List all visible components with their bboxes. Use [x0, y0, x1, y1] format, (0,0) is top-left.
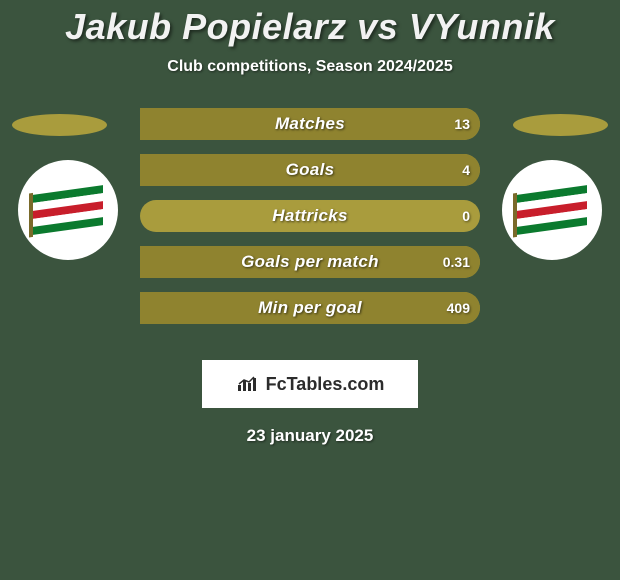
date-label: 23 january 2025: [0, 426, 620, 446]
stat-row: Min per goal409: [140, 292, 480, 324]
fctables-logo: FcTables.com: [202, 360, 418, 408]
stat-value-right: 0.31: [443, 246, 470, 278]
comparison-chart: Matches13 Goals4 Hattricks0 Goals per match…: [0, 108, 620, 348]
stat-value-right: 0: [462, 200, 470, 232]
stat-label: Matches: [140, 108, 480, 140]
bar-chart-icon: [236, 375, 258, 393]
stat-value-right: 4: [462, 154, 470, 186]
page-title: Jakub Popielarz vs VYunnik: [0, 0, 620, 48]
stat-value-right: 13: [454, 108, 470, 140]
club-flag-icon: [517, 185, 587, 235]
stat-value-right: 409: [447, 292, 470, 324]
stat-row: Goals4: [140, 154, 480, 186]
player-left-badge: [18, 160, 118, 260]
stat-row: Hattricks0: [140, 200, 480, 232]
stat-row: Goals per match0.31: [140, 246, 480, 278]
player-left-ellipse: [12, 114, 107, 136]
club-flag-icon: [33, 185, 103, 235]
fctables-logo-text: FcTables.com: [266, 374, 385, 395]
stat-label: Goals per match: [140, 246, 480, 278]
page-subtitle: Club competitions, Season 2024/2025: [0, 58, 620, 76]
stat-label: Goals: [140, 154, 480, 186]
stat-label: Min per goal: [140, 292, 480, 324]
player-right-ellipse: [513, 114, 608, 136]
stat-bars: Matches13 Goals4 Hattricks0 Goals per match…: [140, 108, 480, 338]
player-right-badge: [502, 160, 602, 260]
stat-label: Hattricks: [140, 200, 480, 232]
stat-row: Matches13: [140, 108, 480, 140]
